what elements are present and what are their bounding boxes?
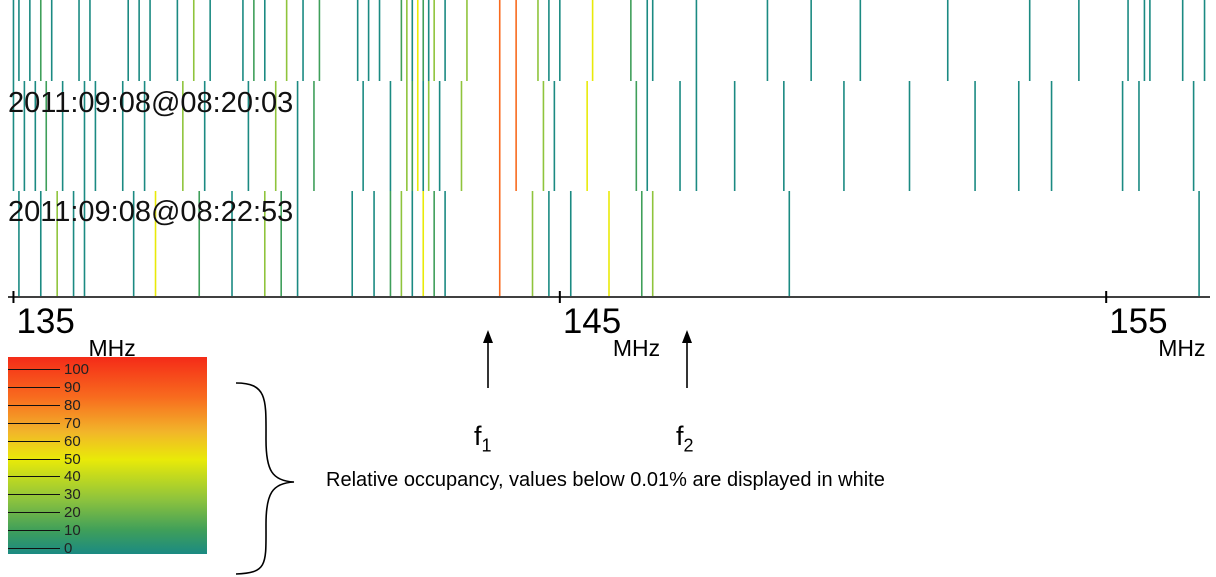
legend-caption: Relative occupancy, values below 0.01% a… <box>326 469 885 491</box>
colorbar-tick-label: 10 <box>64 522 81 540</box>
timestamp-2: 2011:09:08@08:22:53 <box>8 196 294 228</box>
colorbar-tick-label: 60 <box>64 432 81 450</box>
colorbar-tick <box>8 440 60 442</box>
x-tick-label: 135 <box>16 302 75 341</box>
colorbar-tick-label: 30 <box>64 486 81 504</box>
colorbar-tick <box>8 386 60 388</box>
colorbar-tick <box>8 476 60 478</box>
colorbar-tick-label: 50 <box>64 450 81 468</box>
x-unit-label: MHz <box>612 335 661 361</box>
f1-arrow <box>483 330 493 388</box>
colorbar-tick <box>8 548 60 549</box>
frequency-markers <box>483 330 692 388</box>
colorbar-tick <box>8 494 60 496</box>
f2-subscript: 2 <box>683 435 694 456</box>
colorbar-tick <box>8 530 60 532</box>
colorbar-tick-label: 80 <box>64 396 81 414</box>
colorbar-tick-label: 100 <box>64 361 90 378</box>
colorbar-tick <box>8 422 60 424</box>
f2-symbol: f <box>676 421 684 451</box>
f1-subscript: 1 <box>481 435 492 456</box>
f1-label: f1 <box>474 421 492 456</box>
x-tick-label: 155 <box>1109 302 1168 341</box>
colorbar-tick <box>8 404 60 406</box>
colorbar-legend: 100 90 80 70 60 50 40 30 20 10 0 <box>8 357 207 557</box>
colorbar-tick-label: 20 <box>64 504 81 522</box>
x-unit-label: MHz <box>88 335 136 361</box>
colorbar-tick-label: 40 <box>64 468 81 486</box>
f2-label: f2 <box>676 421 694 456</box>
timestamp-1: 2011:09:08@08:20:03 <box>8 87 294 119</box>
colorbar-tick-label: 70 <box>64 414 81 432</box>
f2-arrow <box>682 330 692 388</box>
colorbar-tick <box>8 512 60 514</box>
colorbar-tick <box>8 458 60 460</box>
colorbar-tick-label: 90 <box>64 378 81 396</box>
f1-arrow-head <box>483 330 493 343</box>
x-axis-ticks <box>12 291 1108 303</box>
x-unit-label: MHz <box>1158 335 1206 361</box>
occupancy-lines <box>12 0 1206 296</box>
legend-brace <box>235 382 295 575</box>
f1-symbol: f <box>474 421 482 451</box>
colorbar-tick <box>8 369 60 370</box>
x-tick-label: 145 <box>562 302 622 341</box>
f2-arrow-head <box>682 330 692 343</box>
colorbar-tick-label: 0 <box>64 540 73 557</box>
